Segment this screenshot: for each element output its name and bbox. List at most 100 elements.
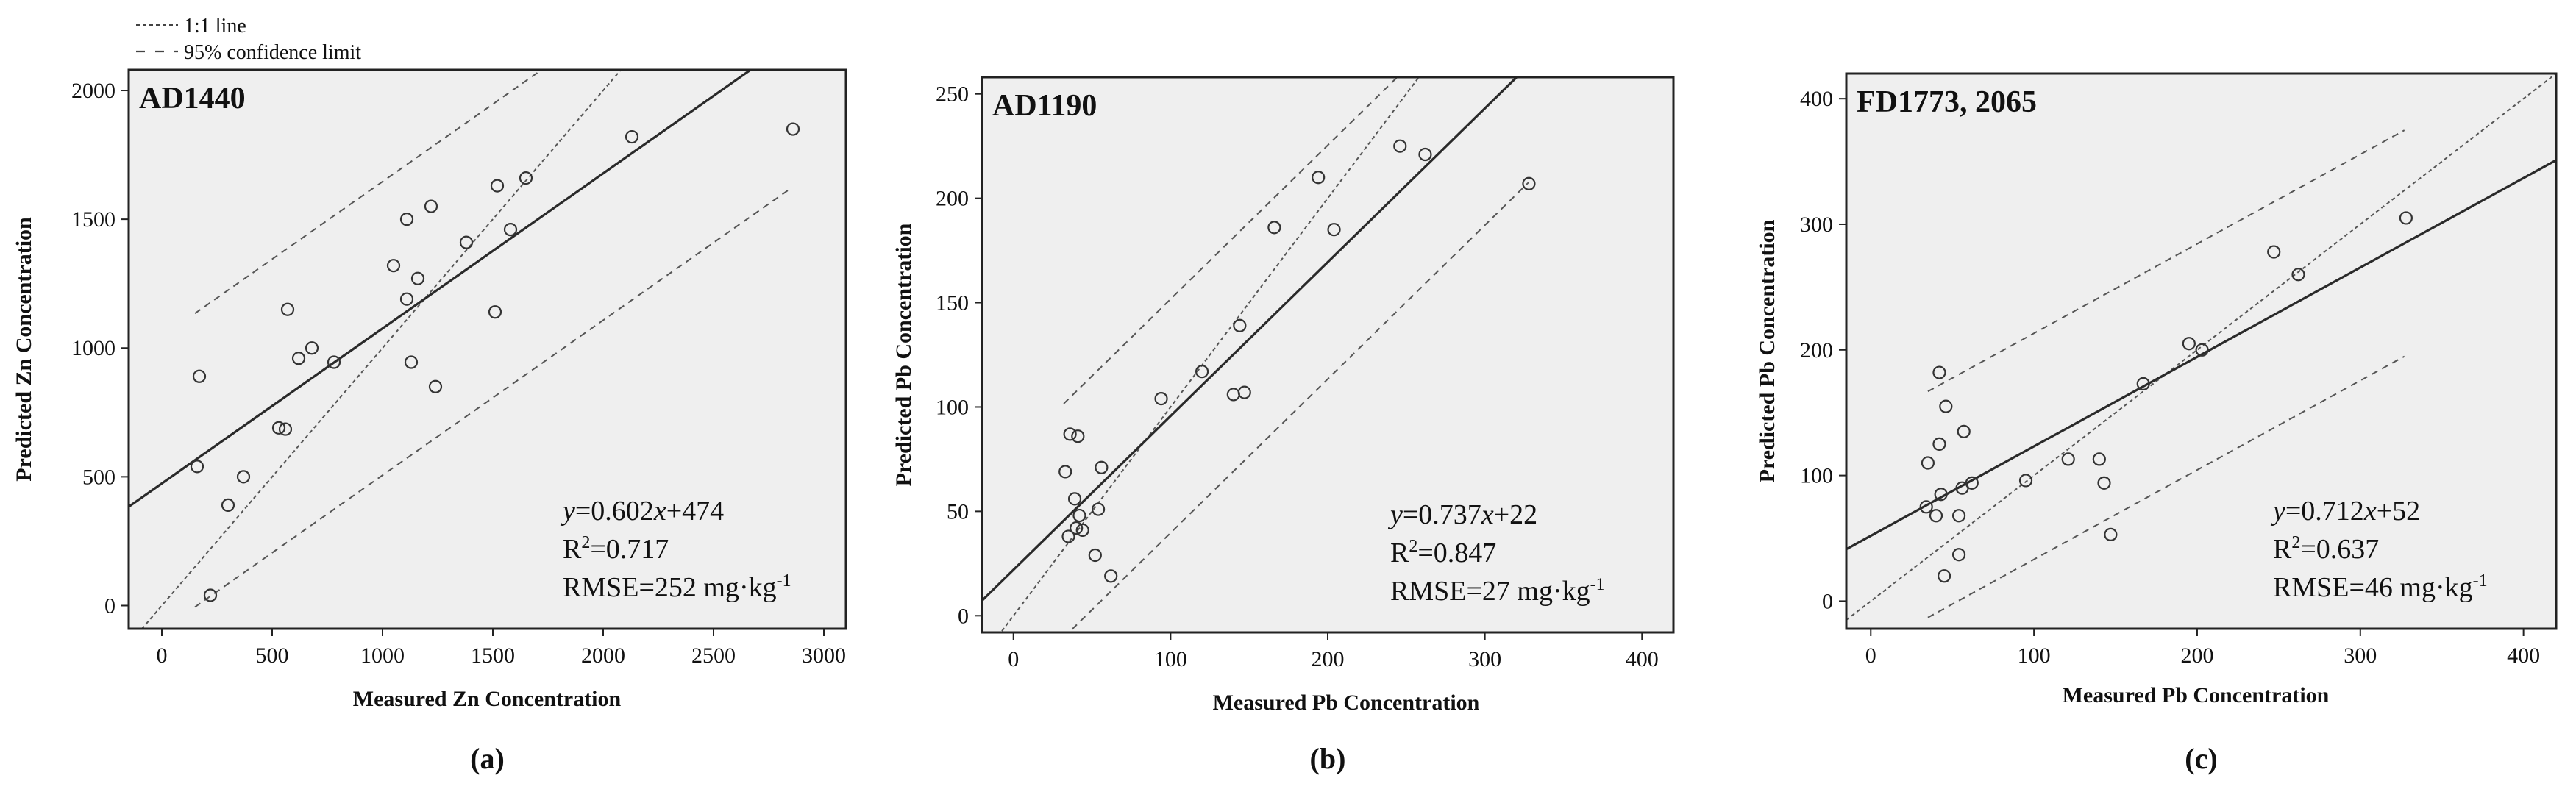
x-tick-label: 0 xyxy=(1865,643,1876,668)
r-squared: R2=0.847 xyxy=(1390,537,1496,568)
r-squared-part: R xyxy=(2273,534,2292,565)
data-point xyxy=(305,341,319,355)
data-point xyxy=(1919,500,1933,514)
regression-line xyxy=(1846,159,2556,551)
rmse-value: RMSE=252 mg·kg xyxy=(563,572,777,603)
panel-label: (c) xyxy=(2185,742,2217,775)
lower-confidence-limit xyxy=(1927,355,2405,618)
data-point xyxy=(1237,385,1251,399)
equation-part: +52 xyxy=(2377,496,2420,527)
plot-lines xyxy=(1846,74,2556,621)
legend-1to1-label: 1:1 line xyxy=(184,15,246,38)
data-point xyxy=(271,421,286,435)
data-point xyxy=(1312,171,1326,185)
r-squared-part: 2 xyxy=(2291,533,2300,552)
chart-panel-3: 0 100 200 300 400 0 100 200 300 400 FD1773, 2065 Me… xyxy=(1755,72,2558,775)
data-point xyxy=(1951,548,1966,562)
data-point xyxy=(280,302,295,316)
data-point xyxy=(1067,492,1082,506)
y-tick-label: 1500 xyxy=(71,207,115,232)
equation-part: y xyxy=(1387,499,1403,530)
data-point xyxy=(410,271,425,285)
y-tick-label: 0 xyxy=(1822,589,1833,613)
equation-part: y xyxy=(2270,496,2285,527)
x-tick-label: 500 xyxy=(256,643,289,668)
rmse: RMSE=46 mg·kg-1 xyxy=(2273,571,2488,603)
y-axis-label: Predicted Pb Concentration xyxy=(892,223,916,486)
chart-panels: 0 500 1000 1500 2000 2500 30000500100015002000… xyxy=(12,68,2558,775)
regression-equation: y=0.602x+474 xyxy=(560,496,724,527)
rmse: RMSE=252 mg·kg-1 xyxy=(563,571,791,603)
panel-label: (b) xyxy=(1310,742,1346,775)
data-point xyxy=(1921,456,1935,470)
data-point xyxy=(424,199,438,213)
data-point xyxy=(625,129,639,144)
regression-line xyxy=(982,77,1519,602)
x-tick-label: 1500 xyxy=(471,643,515,668)
equation-part: y xyxy=(560,496,575,527)
data-point xyxy=(503,223,518,237)
data-point xyxy=(2195,343,2209,357)
equation-part: +22 xyxy=(1494,499,1537,530)
r-squared-part: =0.717 xyxy=(590,534,669,565)
x-axis-label: Measured Pb Concentration xyxy=(1213,691,1480,715)
data-point xyxy=(1522,176,1536,190)
rmse-value: RMSE=27 mg·kg xyxy=(1390,576,1590,607)
chart-panel-2: 0 100 200 300 400 0 50 100 150 200 250 AD1190 Measur… xyxy=(892,76,1675,775)
data-point xyxy=(1938,569,1951,583)
data-point xyxy=(1951,509,1966,523)
regression-equation: y=0.737x+22 xyxy=(1387,499,1537,530)
y-tick-label: 100 xyxy=(936,395,969,419)
one-to-one-line xyxy=(140,70,622,629)
data-point xyxy=(1072,508,1086,523)
data-point xyxy=(2061,452,2075,466)
x-tick-label: 300 xyxy=(1468,647,1501,671)
y-tick-label: 200 xyxy=(1800,338,1833,363)
data-point xyxy=(488,305,502,319)
data-point xyxy=(459,235,474,249)
data-point xyxy=(1418,147,1432,162)
y-tick-label: 500 xyxy=(82,465,115,489)
data-point xyxy=(404,355,419,369)
data-point xyxy=(428,379,443,393)
rmse-unit-exponent: -1 xyxy=(1590,575,1605,594)
data-point xyxy=(327,355,341,369)
r-squared: R2=0.637 xyxy=(2273,533,2379,565)
equation-part: =0.712 xyxy=(2285,496,2364,527)
x-tick-label: 400 xyxy=(2507,643,2540,668)
x-tick-label: 300 xyxy=(2344,643,2377,668)
equation-part: +474 xyxy=(666,496,724,527)
data-point xyxy=(1965,476,1979,490)
lower-confidence-limit xyxy=(194,188,791,608)
x-tick-label: 1000 xyxy=(360,643,405,668)
data-point xyxy=(2097,476,2111,490)
plot-area xyxy=(982,77,1673,632)
data-point xyxy=(1088,548,1102,563)
plot-area xyxy=(1846,74,2556,629)
rmse-unit-exponent: -1 xyxy=(777,571,791,591)
r-squared-part: 2 xyxy=(1409,537,1417,556)
equation-part: x xyxy=(1481,499,1494,530)
data-point xyxy=(2136,377,2150,391)
upper-confidence-limit xyxy=(1063,77,1398,404)
x-tick-label: 100 xyxy=(2018,643,2051,668)
plot-frame xyxy=(1845,72,2558,630)
data-point xyxy=(1070,521,1084,535)
x-tick-label: 200 xyxy=(2180,643,2213,668)
data-point xyxy=(1075,523,1089,538)
r-squared: R2=0.717 xyxy=(563,533,669,565)
chart-title: AD1190 xyxy=(992,89,1097,123)
y-tick-label: 150 xyxy=(936,291,969,315)
regression-equation: y=0.712x+52 xyxy=(2270,496,2420,527)
data-point xyxy=(2399,211,2413,225)
data-point xyxy=(1934,488,1948,502)
y-tick-label: 100 xyxy=(1800,464,1833,488)
data-point xyxy=(490,179,505,193)
data-point xyxy=(519,171,533,185)
y-tick-label: 0 xyxy=(104,593,115,618)
data-point xyxy=(1058,465,1072,479)
x-axis-label: Measured Pb Concentration xyxy=(2063,683,2330,707)
x-tick-label: 3000 xyxy=(802,643,846,668)
data-point xyxy=(1071,429,1085,443)
